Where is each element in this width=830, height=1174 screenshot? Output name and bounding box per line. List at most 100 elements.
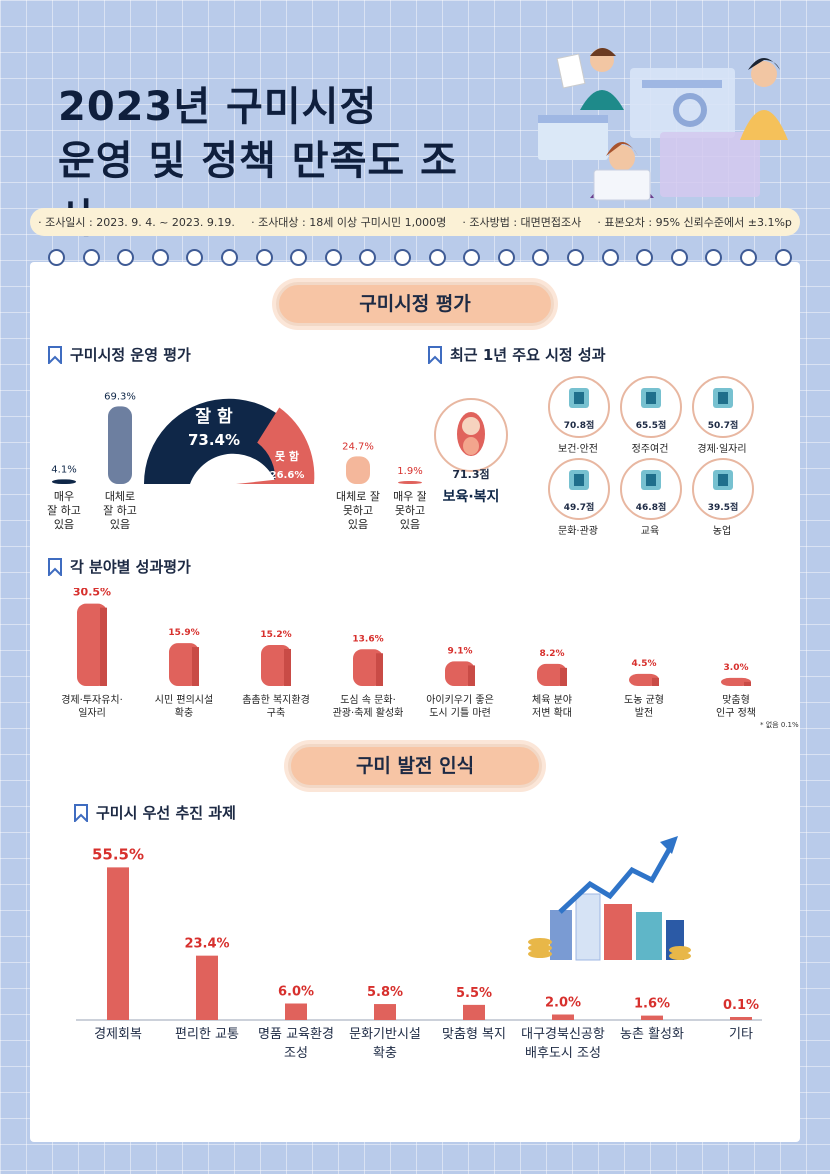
growth-arrow-line: [558, 846, 673, 914]
binder-ring: [740, 249, 757, 266]
binder-ring: [705, 249, 723, 266]
priority-bar-label: 경제회복: [94, 1027, 142, 1042]
field-bar: [77, 603, 107, 686]
worker-icon: [713, 388, 733, 408]
field-bar: [445, 661, 475, 686]
op-bar-label: 있음: [110, 518, 130, 531]
survey-error: · 표본오차 : 95% 신뢰수준에서 ±3.1%p: [597, 216, 792, 229]
subtitle-field-performance-text: 각 분야별 성과평가: [70, 558, 191, 576]
top-achievement-circle: [434, 398, 508, 472]
achievement-circle: 65.5점: [620, 376, 682, 438]
screen-panel: [630, 68, 735, 138]
section-pill-development: 구미 발전 인식: [288, 744, 542, 788]
gauge-bad-arc: [257, 407, 315, 484]
binder-ring: [186, 249, 204, 266]
binder-ring: [255, 249, 273, 266]
bookmark-icon: [48, 345, 62, 364]
binder-ring: [117, 249, 135, 266]
achievement-value: 65.5점: [635, 421, 667, 431]
achievement-value: 46.8점: [635, 503, 667, 513]
priority-bar-label: 기타: [729, 1027, 753, 1042]
subtitle-achievements-text: 최근 1년 주요 시정 성과: [450, 346, 606, 364]
subtitle-field-performance: 각 분야별 성과평가: [48, 556, 191, 577]
op-bar-label: 잘 하고: [47, 503, 81, 517]
op-bar: [398, 481, 422, 484]
priority-bar-label: 명품 교육환경: [258, 1027, 334, 1042]
priority-bar-value: 0.1%: [723, 998, 759, 1013]
gauge-good-label: 잘 함: [195, 406, 233, 427]
priority-bar-value: 2.0%: [545, 996, 581, 1011]
books-icon: [641, 470, 661, 490]
op-bar: [52, 479, 76, 484]
achievement-circle: 50.7점: [692, 376, 754, 438]
header-illustration: [538, 48, 788, 201]
op-bar-label: 잘 하고: [103, 503, 137, 517]
field-bar-label: 도시 기틀 마련: [429, 707, 491, 719]
priority-bar-label: 조성: [284, 1046, 308, 1061]
priority-bar-value: 55.5%: [92, 845, 144, 863]
field-bar-label: 인구 정책: [716, 707, 756, 719]
binder-ring: [670, 249, 688, 266]
subtitle-priority-text: 구미시 우선 추진 과제: [96, 804, 236, 822]
priority-bar-label: 문화기반시설: [349, 1027, 421, 1042]
binder-ring: [324, 249, 342, 266]
field-bar-shade: [192, 647, 199, 686]
op-bar-value: 1.9%: [397, 466, 422, 477]
map-pin-icon: [569, 470, 589, 490]
field-bar-label: 도심 속 문화·: [340, 694, 396, 706]
field-bar-label: 도농 균형: [624, 694, 664, 706]
field-bar: [629, 673, 659, 686]
achievement-circle: 49.7점: [548, 458, 610, 520]
field-bar-shade: [744, 681, 751, 686]
field-bar: [721, 677, 751, 686]
binder-ring: [463, 249, 481, 266]
achievement-value: 70.8점: [563, 421, 595, 431]
paper-icon: [556, 53, 586, 89]
binder-ring: [428, 249, 446, 266]
op-bar-label: 못하고: [343, 503, 373, 517]
field-bar-label: 경제·투자유치·: [61, 693, 123, 706]
priority-bar: [196, 955, 218, 1020]
priority-bar: [374, 1004, 396, 1020]
op-bar: [346, 456, 370, 484]
field-bar-label: 발전: [635, 707, 653, 719]
priority-bar-label: 배후도시 조성: [525, 1046, 601, 1061]
achievement-label: 정주여건: [631, 444, 669, 455]
op-bar-value: 24.7%: [342, 441, 374, 452]
field-bar-shade: [284, 648, 291, 686]
priority-bar: [463, 1004, 485, 1020]
subtitle-operation: 구미시정 운영 평가: [48, 344, 191, 365]
op-bar-value: 69.3%: [104, 391, 136, 402]
field-bar: [261, 644, 291, 686]
survey-target: · 조사대상 : 18세 이상 구미시민 1,000명: [251, 216, 447, 229]
priority-bar-value: 6.0%: [278, 985, 314, 1000]
binder-ring: [394, 249, 411, 266]
satisfaction-gauge: 잘 함 73.4% 못 함 26.6%: [143, 398, 315, 484]
field-bar-label: 확충: [175, 707, 193, 719]
op-bar-label: 대체로 잘: [336, 490, 380, 503]
achievement-label: 교육: [640, 526, 660, 537]
subtitle-achievements: 최근 1년 주요 시정 성과: [428, 344, 606, 365]
man-shirt: [580, 90, 624, 110]
gauge-good-value: 73.4%: [188, 431, 240, 449]
field-bar-shade: [376, 653, 383, 686]
op-bar-label: 매우 잘: [393, 490, 426, 503]
survey-date: · 조사일시 : 2023. 9. 4. ~ 2023. 9.19.: [38, 216, 235, 229]
priority-bar-value: 23.4%: [184, 937, 229, 952]
binder-ring: [601, 249, 619, 266]
survey-info-bar: · 조사일시 : 2023. 9. 4. ~ 2023. 9.19. · 조사대…: [30, 208, 800, 236]
field-bar-shade: [560, 667, 567, 686]
op-bar-label: 대체로: [105, 490, 135, 503]
priority-bar-label: 편리한 교통: [175, 1027, 239, 1042]
growth-illustration: [528, 836, 691, 961]
priority-bar-label: 대구경북신공항: [521, 1027, 605, 1042]
priority-bar: [552, 1014, 574, 1020]
browser-window: [538, 115, 608, 160]
achievement-circle: 70.8점: [548, 376, 610, 438]
op-bar-label: 매우: [54, 490, 74, 503]
field-bar: [353, 649, 383, 686]
op-bar-value: 4.1%: [51, 464, 76, 475]
